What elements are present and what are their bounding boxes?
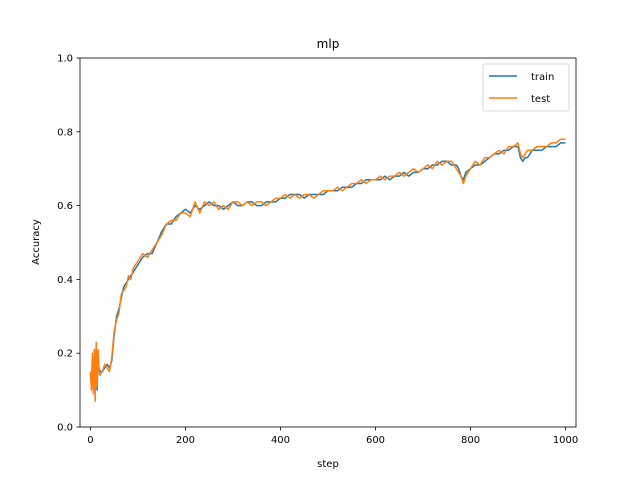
y-axis-label: Accuracy xyxy=(31,219,42,265)
chart-title: mlp xyxy=(317,37,340,51)
y-tick-label: 0.2 xyxy=(57,349,73,360)
x-tick-label: 200 xyxy=(176,435,195,446)
legend-label-test: test xyxy=(531,94,550,105)
y-tick-label: 0.4 xyxy=(57,275,73,286)
y-tick-label: 0.6 xyxy=(57,201,73,212)
series-line-test xyxy=(89,138,566,402)
y-tick-label: 0.8 xyxy=(57,127,73,138)
x-tick-label: 800 xyxy=(461,435,480,446)
x-axis-label: step xyxy=(317,459,339,470)
x-tick-label: 400 xyxy=(271,435,290,446)
legend-label-train: train xyxy=(531,72,554,83)
y-tick-label: 1.0 xyxy=(57,54,73,65)
axes-frame xyxy=(79,57,577,428)
y-tick-label: 0.0 xyxy=(57,423,73,434)
legend-box xyxy=(482,63,570,112)
x-tick-label: 0 xyxy=(87,435,93,446)
x-tick-label: 600 xyxy=(366,435,385,446)
plot-area: 0 200 400 600 800 1000 0.0 0.2 0.4 0.6 0.8 1.0 train… xyxy=(57,54,578,447)
x-tick-label: 1000 xyxy=(553,435,578,446)
